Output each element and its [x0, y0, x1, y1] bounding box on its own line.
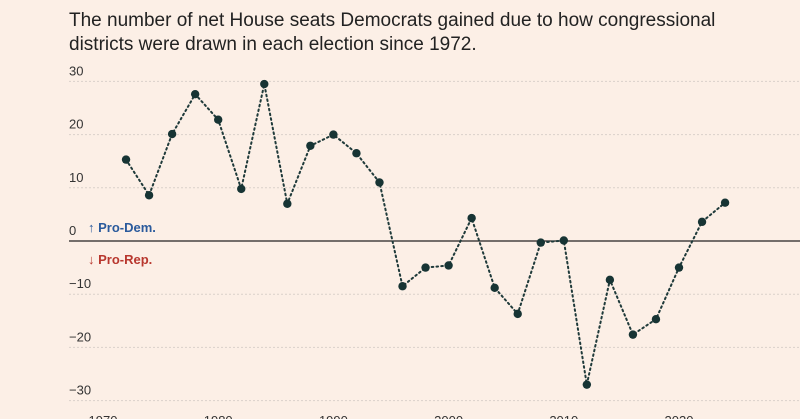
y-tick-label: 0	[69, 223, 76, 238]
data-point-1994	[375, 178, 384, 187]
data-point-1996	[398, 282, 407, 291]
data-point-1988	[306, 141, 315, 150]
data-point-2006	[513, 309, 522, 319]
gridlines	[69, 80, 800, 402]
data-point-1980	[214, 115, 223, 124]
data-point-2002	[467, 213, 476, 223]
data-point-1984	[260, 79, 269, 89]
data-point-1986	[283, 199, 292, 208]
data-point-1982	[237, 184, 246, 194]
x-tick-label: 1990	[319, 413, 348, 419]
x-tick-label: 2020	[665, 413, 694, 419]
data-point-2022	[697, 217, 707, 227]
data-point-2018	[651, 315, 661, 324]
data-point-1972	[121, 155, 131, 164]
chart-title: The number of net House seats Democrats …	[69, 10, 716, 55]
data-points	[121, 79, 730, 389]
y-tick-label: 30	[69, 63, 83, 78]
data-point-1998	[421, 263, 430, 272]
series-line	[125, 83, 727, 385]
data-point-1990	[329, 130, 338, 139]
x-tick-label: 1970	[89, 413, 118, 419]
x-tick-label: 2000	[434, 413, 463, 419]
data-point-2012	[582, 380, 592, 389]
data-point-2024	[720, 198, 730, 207]
data-point-2020	[674, 263, 684, 272]
data-point-1976	[167, 129, 177, 139]
data-point-1974	[144, 191, 154, 200]
y-tick-label: −20	[69, 329, 91, 344]
data-point-2004	[490, 283, 499, 293]
pro-dem-annotation: ↑ Pro-Dem.	[88, 220, 156, 235]
pro-rep-annotation: ↓ Pro-Rep.	[88, 252, 152, 267]
y-tick-label: 20	[69, 117, 83, 132]
data-point-2014	[605, 275, 615, 285]
data-point-2000	[444, 261, 453, 270]
y-axis-ticks: 30 20 10 0 −10 −20 −30	[69, 63, 91, 397]
data-point-1978	[190, 89, 200, 99]
data-point-2010	[559, 236, 568, 245]
y-tick-label: −30	[69, 383, 91, 398]
x-tick-label: 1980	[204, 413, 233, 419]
data-point-2008	[536, 238, 545, 247]
y-tick-label: 10	[69, 170, 83, 185]
y-tick-label: −10	[69, 276, 91, 291]
data-point-2016	[628, 330, 638, 339]
data-point-1992	[352, 149, 361, 158]
